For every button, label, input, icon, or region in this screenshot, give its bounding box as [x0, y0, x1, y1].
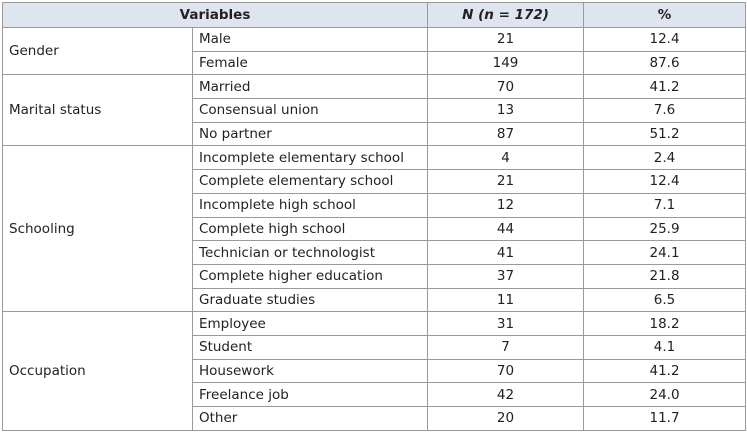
category-cell: Consensual union [191, 98, 429, 123]
percent-cell: 2.4 [583, 145, 747, 171]
table-row: Housework 70 41.2 [3, 358, 747, 384]
header-cell: Variables [1, 2, 429, 28]
table-row: No partner 87 51.2 [3, 121, 747, 147]
percent-cell: 21.8 [583, 263, 747, 289]
group-cell: Schooling [2, 145, 193, 313]
category-cell: Student [191, 334, 429, 360]
category-cell: Incomplete high school [191, 192, 429, 218]
percent-cell: 7.1 [583, 192, 747, 218]
percent-cell: 24.0 [583, 382, 747, 407]
category-cell: Freelance job [191, 382, 429, 407]
category-cell: Technician or technologist [191, 240, 429, 265]
count-cell: 42 [427, 382, 585, 407]
count-cell: 87 [427, 121, 585, 147]
percent-cell: 41.2 [583, 74, 747, 100]
count-cell: 70 [427, 74, 585, 100]
table-row: Complete high school 44 25.9 [3, 216, 747, 242]
count-cell: 12 [427, 192, 585, 218]
table-row: Complete elementary school 21 12.4 [3, 169, 747, 194]
category-cell: Female [191, 50, 429, 76]
table-row: Technician or technologist 41 24.1 [3, 240, 747, 265]
count-cell: 7 [427, 334, 585, 360]
percent-cell: 4.1 [583, 334, 747, 360]
percent-cell: 12.4 [583, 169, 747, 194]
count-cell: 20 [427, 406, 585, 431]
percent-cell: 87.6 [583, 50, 747, 76]
header-cell: N (n = 172) [427, 2, 585, 28]
count-cell: 41 [427, 240, 585, 265]
percent-cell: 12.4 [583, 27, 747, 52]
table-row: Incomplete high school 12 7.1 [3, 192, 747, 218]
category-cell: Graduate studies [191, 287, 429, 313]
table-row: Other 20 11.7 [3, 406, 747, 431]
table-row: Marital status Married 70 41.2 [2, 74, 747, 147]
count-cell: 31 [427, 311, 585, 336]
table-head: Variables N (n = 172) % [1, 2, 747, 28]
header-row: Variables N (n = 172) % [1, 2, 747, 28]
table-row: Consensual union 13 7.6 [3, 98, 747, 123]
count-cell: 4 [427, 145, 585, 171]
header-cell: % [583, 2, 747, 28]
category-cell: Incomplete elementary school [191, 145, 429, 171]
count-cell: 21 [427, 169, 585, 194]
table-row: Occupation Employee 31 18.2 [2, 311, 747, 431]
category-cell: Married [191, 74, 429, 100]
count-cell: 13 [427, 98, 585, 123]
category-cell: Complete elementary school [191, 169, 429, 194]
percent-cell: 18.2 [583, 311, 747, 336]
category-cell: No partner [191, 121, 429, 147]
count-cell: 37 [427, 263, 585, 289]
category-cell: Complete high school [191, 216, 429, 242]
count-cell: 70 [427, 358, 585, 384]
count-cell: 11 [427, 287, 585, 313]
percent-cell: 41.2 [583, 358, 747, 384]
table-row: Freelance job 42 24.0 [3, 382, 747, 407]
table-row: Gender Male 21 12.4 [2, 26, 747, 76]
percent-cell: 7.6 [583, 98, 747, 123]
table-row: Complete higher education 37 21.8 [3, 263, 747, 289]
category-cell: Employee [191, 311, 429, 336]
group-cell: Occupation [2, 311, 193, 431]
percent-cell: 25.9 [583, 216, 747, 242]
group-cell: Gender [2, 26, 193, 76]
category-cell: Other [191, 406, 429, 431]
table-row: Student 7 4.1 [3, 334, 747, 360]
table-row: Graduate studies 11 6.5 [3, 287, 747, 313]
count-cell: 149 [427, 50, 585, 76]
percent-cell: 11.7 [583, 406, 747, 431]
category-cell: Housework [191, 358, 429, 384]
count-cell: 44 [427, 216, 585, 242]
category-cell: Complete higher education [191, 263, 429, 289]
table-row: Schooling Incomplete elementary school 4 2.… [2, 145, 747, 313]
count-cell: 21 [427, 27, 585, 52]
data-table: Variables N (n = 172) % Gender Male 21 12.4… [1, 2, 747, 431]
percent-cell: 51.2 [583, 121, 747, 147]
group-cell: Marital status [2, 74, 193, 147]
category-cell: Male [191, 27, 429, 52]
table-body: Gender Male 21 12.4 Female 149 87.6 Marital sta… [2, 26, 747, 431]
table-row: Female 149 87.6 [3, 50, 747, 76]
percent-cell: 6.5 [583, 287, 747, 313]
percent-cell: 24.1 [583, 240, 747, 265]
